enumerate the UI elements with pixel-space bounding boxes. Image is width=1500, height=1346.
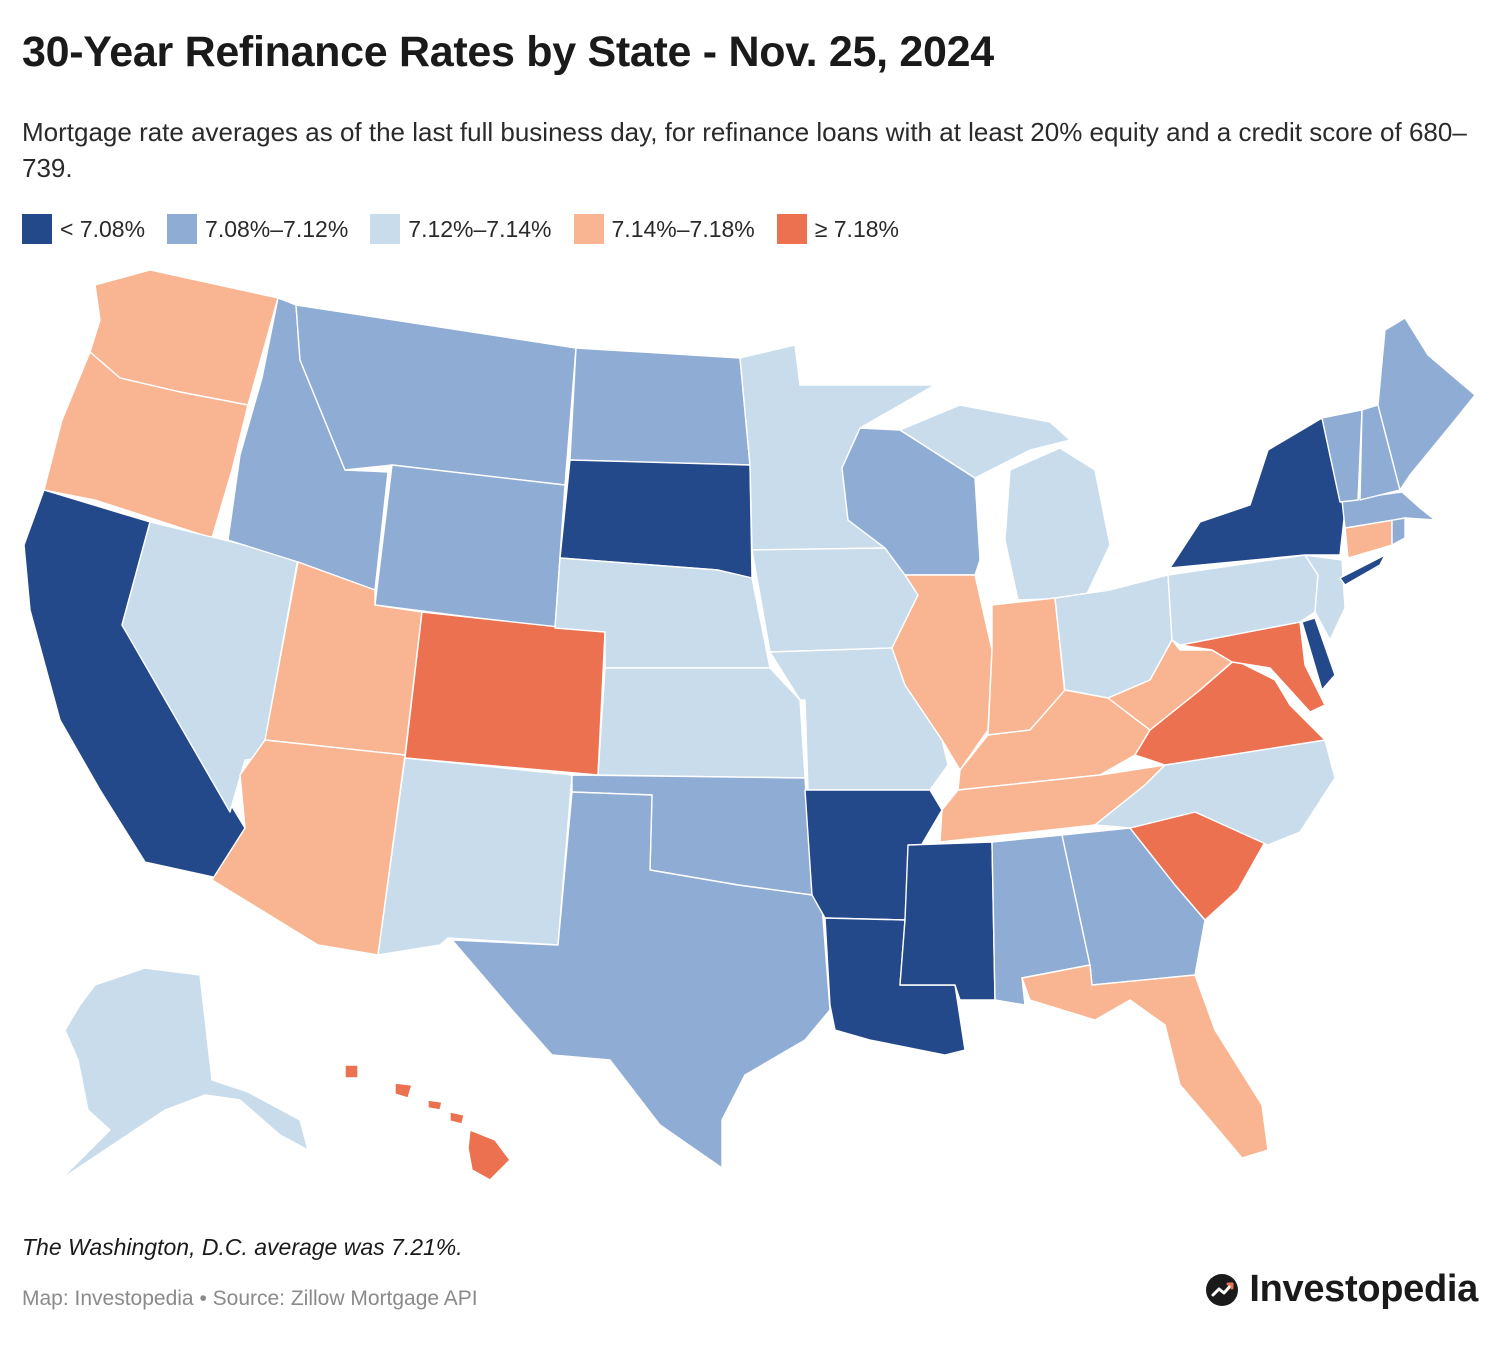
legend-swatch: [167, 214, 198, 244]
legend-item: 7.14%–7.18%: [573, 214, 755, 244]
state-vt[interactable]: [1321, 409, 1363, 503]
state-nm[interactable]: [377, 757, 573, 956]
legend-item: 7.12%–7.14%: [370, 214, 552, 244]
state-wy[interactable]: [374, 464, 566, 629]
state-ri[interactable]: [1391, 517, 1406, 546]
state-fl[interactable]: [1021, 964, 1269, 1159]
source-credit: Map: Investopedia • Source: Zillow Mortg…: [22, 1287, 478, 1310]
state-ma[interactable]: [1341, 491, 1436, 529]
brand-name: Investopedia: [1249, 1268, 1478, 1310]
chart-title: 30-Year Refinance Rates by State - Nov. …: [22, 28, 994, 76]
us-map: [23, 269, 1476, 1181]
investopedia-logo: Investopedia: [1205, 1268, 1478, 1311]
state-nj[interactable]: [1304, 554, 1346, 641]
legend: < 7.08% 7.08%–7.12% 7.12%–7.14% 7.14%–7.…: [22, 214, 921, 244]
investopedia-logo-icon: [1206, 1273, 1239, 1306]
legend-label: ≥ 7.18%: [814, 215, 899, 242]
state-ak[interactable]: [59, 967, 309, 1181]
state-co[interactable]: [404, 611, 606, 776]
legend-swatch: [22, 214, 52, 244]
state-de[interactable]: [1301, 617, 1336, 691]
legend-item: 7.08%–7.12%: [167, 214, 348, 244]
state-or[interactable]: [43, 351, 249, 539]
state-nc[interactable]: [1094, 739, 1336, 846]
legend-label: 7.14%–7.18%: [611, 215, 755, 242]
dc-note: The Washington, D.C. average was 7.21%.: [22, 1234, 463, 1260]
state-ms[interactable]: [899, 841, 996, 1001]
state-md[interactable]: [1179, 621, 1326, 713]
legend-label: < 7.08%: [60, 215, 146, 242]
state-hi[interactable]: [344, 1064, 511, 1181]
legend-label: 7.12%–7.14%: [408, 215, 552, 242]
state-nd[interactable]: [569, 347, 751, 466]
state-me[interactable]: [1377, 317, 1476, 491]
legend-item: ≥ 7.18%: [776, 214, 899, 244]
state-mi[interactable]: [899, 404, 1111, 601]
state-tx[interactable]: [451, 791, 831, 1169]
legend-item: < 7.08%: [22, 214, 145, 244]
legend-swatch: [370, 214, 401, 244]
state-ks[interactable]: [597, 667, 806, 779]
legend-swatch: [776, 214, 807, 244]
legend-label: 7.08%–7.12%: [205, 215, 349, 242]
chart-subtitle: Mortgage rate averages as of the last fu…: [22, 117, 1467, 183]
state-il[interactable]: [891, 574, 993, 771]
state-ia[interactable]: [751, 547, 919, 653]
legend-swatch: [573, 214, 604, 244]
